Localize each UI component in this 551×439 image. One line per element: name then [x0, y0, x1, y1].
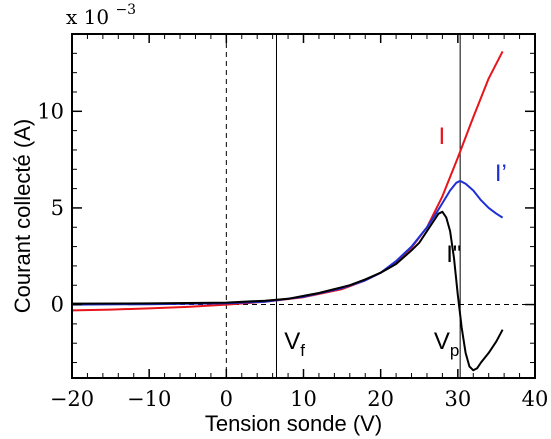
annotation-label-4: Vp [434, 328, 459, 360]
x-axis-label: Tension sonde (V) [205, 411, 382, 436]
x-tick-label: −20 [50, 387, 94, 411]
annotation-text: I’ [495, 160, 507, 187]
y-scale-multiplier: x 10 −3 [66, 2, 136, 29]
annotation-subscript: p [450, 341, 459, 360]
series-line-2 [71, 210, 504, 372]
y-tick-label: 0 [51, 293, 64, 317]
series-line-1 [71, 179, 504, 306]
x-tick-label: 30 [444, 387, 471, 411]
reference-lines [72, 34, 535, 378]
annotation-text: I [439, 123, 446, 150]
annotations: II’I"Vf Vp [284, 123, 507, 360]
plot-frame [71, 33, 536, 379]
y-tick-label: 5 [51, 196, 64, 220]
x-tick-label: 0 [220, 387, 233, 411]
annotation-text: V [284, 328, 300, 355]
tick-labels: −20 −10 0 10 20 30 40 0 5 10 [37, 99, 548, 411]
y-tick-label: 10 [37, 99, 64, 123]
annotation-text: I" [446, 241, 461, 268]
y-axis-label: Courant collecté (A) [10, 119, 35, 313]
annotation-label-3: Vf [284, 328, 305, 360]
annotation-label-0: I [439, 123, 446, 150]
series-line-0 [71, 50, 504, 312]
x-tick-label: 10 [290, 387, 317, 411]
x-tick-label: −10 [127, 387, 171, 411]
x-tick-label: 20 [367, 387, 394, 411]
series-layer [71, 50, 504, 372]
axis-ticks [71, 34, 536, 378]
y-scale-exponent: −3 [115, 2, 136, 18]
annotation-text: V [434, 328, 450, 355]
annotation-subscript: f [300, 341, 305, 360]
y-scale-base: x 10 [66, 5, 109, 29]
annotation-label-1: I’ [495, 160, 507, 187]
annotation-label-2: I" [446, 241, 461, 268]
x-tick-label: 40 [522, 387, 549, 411]
